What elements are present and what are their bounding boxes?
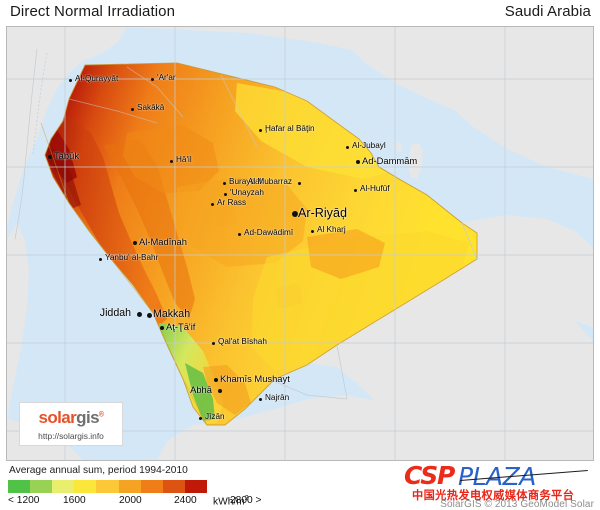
logo-text-gis: gis xyxy=(76,408,99,427)
legend-color-bar xyxy=(8,480,207,493)
legend-caption: Average annual sum, period 1994-2010 xyxy=(9,465,188,476)
header-bar: Direct Normal Irradiation Saudi Arabia xyxy=(0,0,600,26)
legend-band-4 xyxy=(96,480,119,493)
logo-text-solar: solar xyxy=(38,408,77,427)
legend-tick-3: 2400 xyxy=(174,495,197,506)
legend-unit: kWh/m2 xyxy=(213,495,249,507)
csp-text: CSP xyxy=(404,461,455,490)
country-label: Saudi Arabia xyxy=(504,3,591,20)
legend-band-2 xyxy=(52,480,75,493)
legend-band-0 xyxy=(8,480,31,493)
legend-band-3 xyxy=(74,480,97,493)
legend-band-8 xyxy=(184,480,207,493)
solargis-logo[interactable]: solargis® http://solargis.info xyxy=(19,402,123,446)
page-title: Direct Normal Irradiation xyxy=(10,3,176,20)
solargis-wordmark: solargis® xyxy=(20,409,122,426)
copyright-notice: SolarGIS © 2013 GeoModel Solar xyxy=(440,499,594,510)
legend-band-7 xyxy=(162,480,185,493)
map-frame[interactable]: Al-Qurayyāt 'Ar'ar Sakākā Tabūk Ḩafar al Bā… xyxy=(6,26,594,461)
legend-tick-0: < 1200 xyxy=(8,495,40,506)
logo-trademark: ® xyxy=(98,411,104,419)
legend: Average annual sum, period 1994-2010 < 1… xyxy=(0,464,600,509)
map-graphic xyxy=(7,27,593,460)
csp-plaza-watermark: CSP PLAZA 中国光热发电权威媒体商务平台 SolarGIS © 2013… xyxy=(404,461,594,510)
legend-unit-exponent: 2 xyxy=(244,495,249,502)
solargis-url[interactable]: http://solargis.info xyxy=(38,431,104,441)
legend-band-1 xyxy=(30,480,53,493)
legend-unit-text: kWh/m xyxy=(213,496,245,508)
legend-tick-1: 1600 xyxy=(63,495,86,506)
csp-chinese-tagline: 中国光热发电权威媒体商务平台 xyxy=(412,489,575,502)
legend-tick-4: 2800 > xyxy=(230,495,262,506)
legend-band-6 xyxy=(140,480,163,493)
legend-tick-labels: < 1200 1600 2000 2400 2800 > xyxy=(0,495,300,509)
legend-tick-2: 2000 xyxy=(119,495,142,506)
map-canvas: Al-Qurayyāt 'Ar'ar Sakākā Tabūk Ḩafar al Bā… xyxy=(7,27,593,460)
legend-band-5 xyxy=(118,480,141,493)
csp-plaza-logo: CSP PLAZA xyxy=(404,461,594,491)
